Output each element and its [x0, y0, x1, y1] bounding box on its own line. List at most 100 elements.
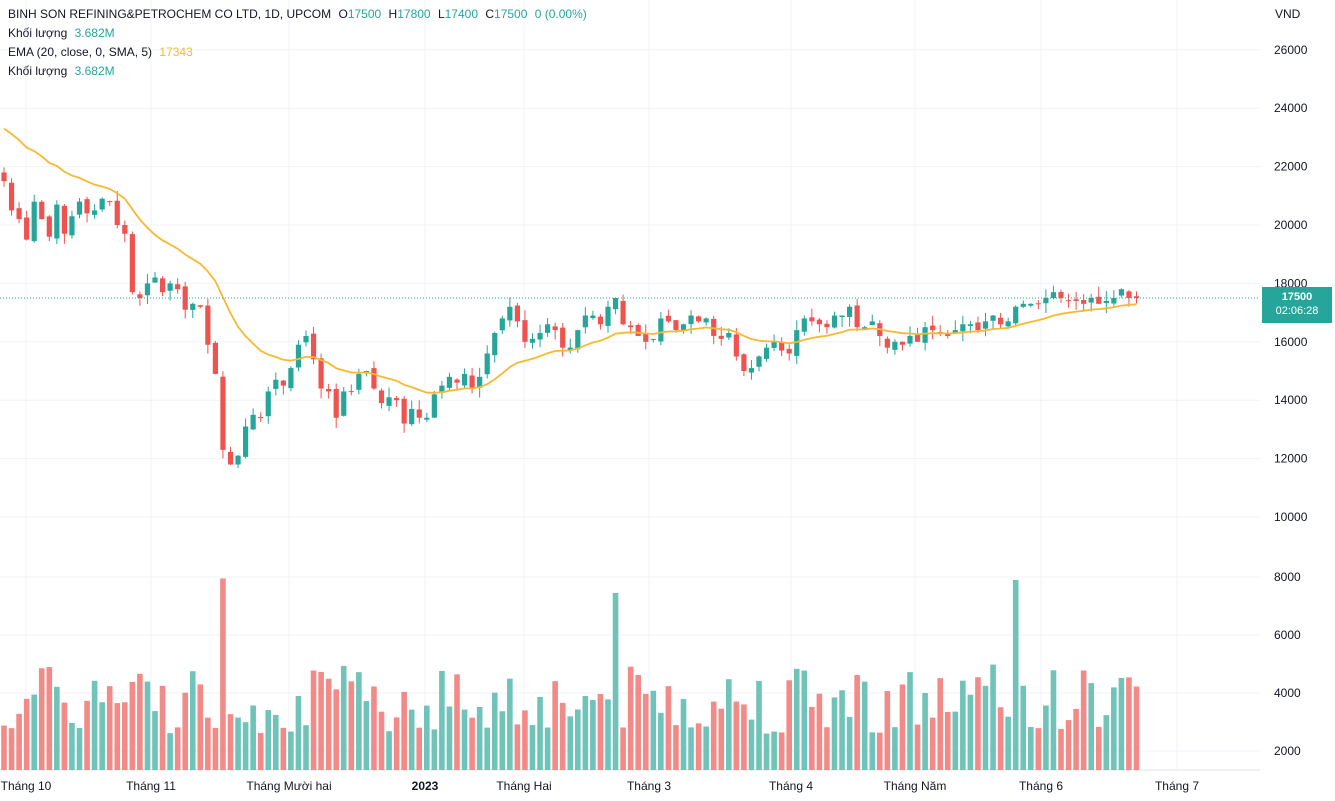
volume-bar: [265, 710, 272, 770]
volume-bar: [522, 710, 528, 770]
volume-bar: [907, 672, 913, 770]
candle-body: [635, 325, 641, 336]
candle-body: [930, 325, 936, 331]
volume-bar: [884, 691, 891, 770]
volume-bar: [982, 685, 989, 770]
volume-bar: [1058, 728, 1064, 770]
candle-body: [182, 286, 188, 310]
volume-bar: [499, 711, 506, 770]
volume-bar: [1118, 677, 1125, 770]
volume-bar: [84, 700, 90, 770]
volume-bar: [831, 697, 838, 770]
candle-body: [786, 348, 792, 354]
candle-body: [446, 376, 453, 388]
volume-bar: [1133, 686, 1140, 770]
volume-bar: [129, 681, 136, 770]
volume-axis-labels: 2000 4000 6000 8000: [1274, 570, 1301, 758]
candle-body: [552, 326, 558, 331]
candle-body: [499, 318, 505, 331]
legend-volume-row[interactable]: Khối lượng 3.682M: [8, 24, 591, 43]
candle-body: [816, 319, 822, 325]
legend-volume2-row[interactable]: Khối lượng 3.682M: [8, 62, 591, 81]
current-price-label: 17500 02:06:28: [1262, 287, 1332, 323]
candle-body: [582, 315, 588, 328]
volume-bar: [378, 711, 385, 770]
volume-bar: [612, 592, 619, 770]
candle-body: [1111, 298, 1117, 304]
volume-bar: [491, 692, 498, 770]
volume-bar: [16, 713, 22, 770]
candle-body: [771, 341, 777, 348]
candle-body: [1020, 303, 1026, 307]
candle-body: [378, 390, 385, 404]
candle-body: [220, 376, 226, 450]
volume-bar: [960, 680, 966, 770]
candle-body: [409, 408, 415, 425]
candle-body: [190, 303, 196, 310]
volume-bar: [356, 672, 362, 770]
current-price-value: 17500: [1281, 291, 1313, 303]
candle-body: [454, 379, 460, 383]
volume2-label: Khối lượng: [8, 64, 68, 78]
volume2-value: 3.682M: [74, 64, 115, 78]
candle-body: [862, 327, 868, 330]
time-tick-label: Tháng Mười hai: [246, 779, 331, 793]
price-tick-label: 12000: [1274, 452, 1308, 466]
candle-body: [673, 320, 679, 331]
price-tick-label: 22000: [1274, 160, 1308, 174]
volume-tick-label: 4000: [1274, 686, 1301, 700]
volume-bar: [1088, 683, 1094, 770]
volume-bar: [899, 684, 906, 770]
volume-bar: [1073, 708, 1079, 770]
volume-bar: [590, 699, 596, 770]
candle-body: [8, 182, 15, 211]
ohlc-close: C17500: [485, 7, 528, 21]
candle-body: [273, 379, 279, 389]
candle-body: [39, 201, 45, 220]
time-tick-label: Tháng Hai: [496, 779, 551, 793]
candle-body: [884, 338, 890, 348]
candle-body: [907, 335, 913, 344]
time-axis-labels: Tháng 10 Tháng 11 Tháng Mười hai 2023 Tháng …: [1, 779, 1200, 793]
volume-bar: [484, 727, 490, 770]
volume-bar: [710, 701, 717, 770]
volume-bar: [975, 677, 981, 770]
volume-bar: [839, 690, 845, 770]
legend-ema-row[interactable]: EMA (20, close, 0, SMA, 5) 17343: [8, 43, 591, 62]
candle-body: [484, 353, 490, 375]
candle-body: [1096, 296, 1102, 304]
volume-bar: [386, 731, 392, 770]
volume-bar: [514, 724, 521, 770]
candle-body: [431, 394, 437, 418]
candle-body: [537, 333, 543, 340]
volume-bar: [763, 733, 770, 770]
candle-body: [643, 333, 649, 342]
candle-body: [507, 306, 513, 321]
candle-body: [779, 341, 785, 351]
volume-bar: [658, 712, 664, 770]
candle-body: [477, 376, 483, 388]
candle-body: [922, 327, 928, 343]
volume-bar: [627, 666, 634, 770]
candle-body: [575, 330, 581, 350]
candle-body: [137, 294, 143, 298]
volume-bar: [99, 702, 105, 770]
volume-bar: [469, 717, 475, 770]
candle-body: [401, 398, 407, 424]
volume-bar: [257, 733, 264, 770]
candle-body: [597, 316, 604, 325]
candle-body: [24, 217, 30, 240]
ema-value: 17343: [159, 45, 193, 59]
volume-bar: [778, 732, 785, 770]
candle-body: [424, 417, 430, 420]
candle-body: [567, 347, 573, 351]
volume-bar: [152, 711, 158, 770]
candle-body: [258, 417, 264, 419]
candle-body: [998, 317, 1004, 325]
volume-bar: [250, 705, 256, 770]
volume-bar: [174, 727, 181, 770]
candle-body: [250, 414, 256, 430]
candle-body: [522, 320, 528, 342]
candle-body: [628, 325, 634, 328]
